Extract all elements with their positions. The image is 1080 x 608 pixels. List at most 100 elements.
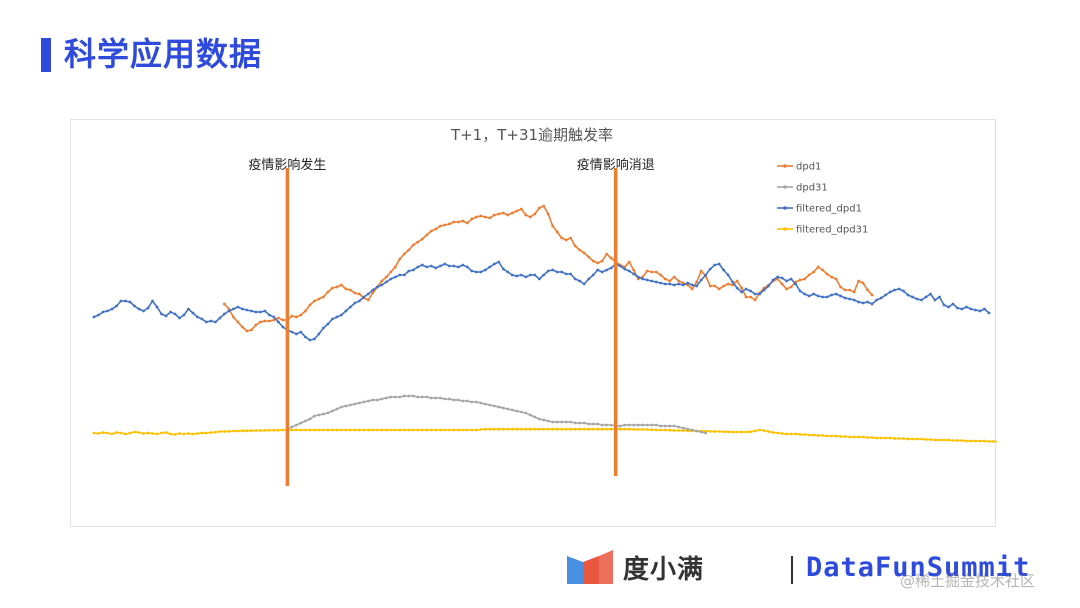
data-point-filtered_dpd31	[241, 429, 244, 433]
data-point-filtered_dpd1	[474, 270, 478, 274]
data-point-filtered_dpd1	[128, 300, 132, 304]
legend-label: dpd31	[796, 183, 828, 194]
data-point-filtered_dpd1	[259, 310, 262, 314]
data-point-dpd1	[596, 261, 600, 265]
data-point-filtered_dpd31	[263, 429, 267, 432]
data-point-filtered_dpd31	[447, 428, 451, 432]
data-point-filtered_dpd31	[834, 434, 838, 438]
data-point-dpd31	[668, 424, 672, 428]
data-point-filtered_dpd31	[389, 428, 393, 432]
data-point-dpd1	[551, 224, 555, 228]
data-point-dpd31	[636, 423, 640, 427]
data-point-dpd31	[551, 420, 555, 424]
data-point-dpd31	[474, 400, 478, 404]
data-point-dpd1	[645, 269, 649, 273]
data-point-filtered_dpd31	[708, 430, 712, 433]
data-point-filtered_dpd31	[753, 429, 757, 433]
data-point-dpd1	[650, 270, 654, 274]
data-point-filtered_dpd31	[528, 427, 532, 431]
data-point-filtered_dpd1	[398, 273, 402, 277]
data-point-dpd31	[304, 419, 307, 423]
brand-logo-icon	[567, 550, 613, 584]
event-label: 疫情影响消退	[577, 157, 655, 173]
data-point-dpd31	[313, 414, 316, 418]
data-point-filtered_dpd31	[101, 431, 105, 434]
data-point-dpd1	[402, 252, 406, 256]
data-point-dpd31	[578, 421, 582, 425]
data-point-filtered_dpd1	[533, 273, 537, 277]
data-point-dpd31	[389, 395, 393, 399]
data-point-dpd31	[515, 409, 519, 413]
data-point-filtered_dpd31	[245, 429, 249, 433]
data-point-dpd1	[816, 265, 820, 269]
data-point-dpd1	[605, 252, 609, 256]
data-point-filtered_dpd1	[987, 311, 991, 315]
data-point-dpd1	[465, 221, 469, 225]
data-point-filtered_dpd1	[119, 299, 123, 303]
data-point-filtered_dpd1	[659, 281, 663, 285]
data-point-dpd31	[420, 395, 424, 399]
data-point-dpd1	[843, 288, 847, 292]
data-point-filtered_dpd1	[816, 294, 820, 298]
data-point-filtered_dpd31	[776, 431, 779, 435]
data-point-filtered_dpd1	[178, 316, 181, 320]
data-point-dpd31	[690, 428, 694, 432]
data-point-filtered_dpd1	[839, 294, 842, 298]
data-point-filtered_dpd1	[591, 273, 595, 277]
data-point-filtered_dpd31	[353, 428, 357, 432]
data-point-dpd1	[825, 272, 829, 276]
data-point-filtered_dpd1	[897, 287, 901, 291]
data-point-filtered_dpd31	[578, 427, 582, 431]
data-point-filtered_dpd1	[884, 293, 887, 297]
data-point-dpd1	[510, 211, 514, 215]
data-point-dpd1	[474, 215, 478, 219]
data-point-filtered_dpd31	[331, 428, 334, 432]
data-point-filtered_dpd31	[470, 428, 474, 432]
data-point-filtered_dpd31	[803, 433, 806, 436]
data-point-filtered_dpd31	[771, 431, 775, 434]
data-point-filtered_dpd1	[969, 307, 973, 311]
data-point-filtered_dpd31	[830, 434, 833, 438]
data-point-dpd31	[704, 431, 708, 435]
chart-title: T+1，T+31逾期触发率	[450, 126, 613, 144]
data-point-dpd31	[501, 406, 505, 410]
data-point-dpd1	[353, 291, 357, 295]
data-point-filtered_dpd1	[106, 309, 109, 313]
data-point-dpd31	[344, 404, 348, 408]
data-point-filtered_dpd1	[753, 292, 757, 296]
data-point-dpd1	[569, 236, 573, 240]
data-point-dpd31	[618, 424, 622, 428]
data-point-filtered_dpd1	[362, 295, 366, 299]
data-point-filtered_dpd1	[447, 264, 451, 268]
data-point-filtered_dpd31	[483, 427, 487, 431]
data-point-filtered_dpd1	[758, 292, 761, 296]
data-point-dpd1	[717, 287, 721, 291]
data-point-filtered_dpd1	[672, 283, 676, 287]
data-point-filtered_dpd31	[313, 428, 316, 432]
data-point-filtered_dpd1	[304, 335, 307, 339]
data-point-filtered_dpd31	[223, 430, 226, 433]
data-point-filtered_dpd1	[169, 310, 172, 314]
data-point-filtered_dpd31	[681, 429, 685, 432]
data-point-dpd1	[236, 320, 240, 324]
data-point-filtered_dpd31	[232, 429, 235, 433]
title-accent-bar	[41, 38, 51, 72]
data-point-filtered_dpd1	[762, 288, 766, 292]
data-point-dpd31	[528, 413, 532, 417]
data-point-dpd31	[398, 395, 402, 399]
data-point-filtered_dpd31	[268, 428, 271, 432]
data-point-dpd1	[344, 287, 348, 291]
data-point-filtered_dpd31	[272, 428, 276, 432]
data-point-filtered_dpd31	[290, 428, 294, 432]
data-point-filtered_dpd31	[155, 432, 159, 436]
data-point-dpd31	[573, 421, 577, 425]
data-point-filtered_dpd31	[672, 429, 676, 432]
legend-label: filtered_dpd1	[796, 204, 862, 215]
data-point-filtered_dpd31	[920, 437, 923, 441]
data-point-filtered_dpd1	[677, 282, 681, 286]
data-point-filtered_dpd31	[375, 428, 379, 432]
data-point-filtered_dpd31	[97, 432, 100, 435]
data-point-dpd1	[250, 328, 253, 332]
data-point-filtered_dpd31	[128, 431, 132, 435]
data-point-dpd31	[663, 424, 667, 428]
